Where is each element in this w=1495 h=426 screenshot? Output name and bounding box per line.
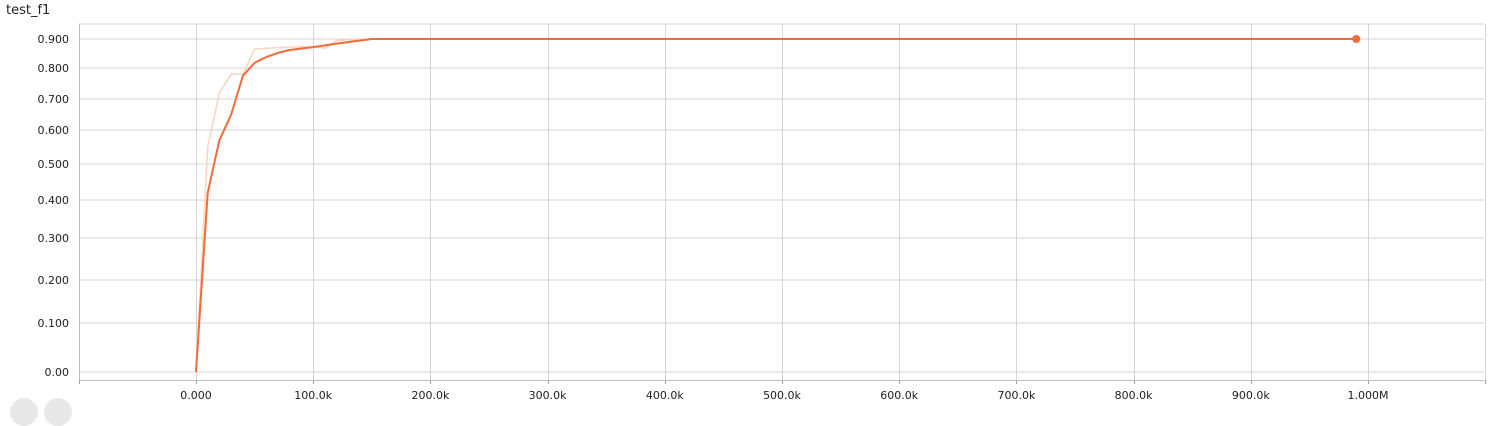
last-point-marker — [1352, 35, 1361, 43]
y-tick-label: 0.300 — [38, 232, 70, 245]
x-tick-label: 800.0k — [1115, 389, 1153, 402]
x-tick-label: 500.0k — [763, 389, 801, 402]
chart-title: test_f1 — [6, 3, 51, 18]
raw-series-line — [195, 38, 1357, 373]
axis-layer — [79, 24, 1486, 384]
x-tick-label: 600.0k — [880, 389, 918, 402]
x-tick-label: 400.0k — [646, 389, 684, 402]
series-layer — [195, 35, 1361, 373]
x-tick-label: 700.0k — [997, 389, 1035, 402]
expand-button[interactable] — [10, 398, 38, 426]
y-tick-label: 0.700 — [38, 93, 70, 106]
grid-layer — [79, 23, 1486, 380]
x-tick-label: 1.000M — [1348, 389, 1389, 402]
tick-label-layer: 0.00 0.100 0.200 0.300 0.400 0.500 0.600 0.700 0… — [38, 33, 1389, 402]
y-tick-label: 0.900 — [38, 33, 70, 46]
x-tick-label: 200.0k — [411, 389, 449, 402]
y-tick-label: 0.500 — [38, 158, 70, 171]
smoothed-series-line — [195, 38, 1357, 373]
line-chart: 0.00 0.100 0.200 0.300 0.400 0.500 0.600 0.700 0… — [38, 23, 1486, 402]
data-download-button[interactable] — [44, 398, 72, 426]
x-tick-label: 0.000 — [180, 389, 212, 402]
y-tick-label: 0.600 — [38, 124, 70, 137]
x-tick-label: 100.0k — [294, 389, 332, 402]
y-tick-label: 0.200 — [38, 274, 70, 287]
y-tick-label: 0.800 — [38, 62, 70, 75]
y-tick-label: 0.400 — [38, 194, 70, 207]
x-tick-label: 300.0k — [529, 389, 567, 402]
y-tick-label: 0.100 — [38, 317, 70, 330]
x-tick-label: 900.0k — [1232, 389, 1270, 402]
y-tick-label: 0.00 — [45, 366, 70, 379]
